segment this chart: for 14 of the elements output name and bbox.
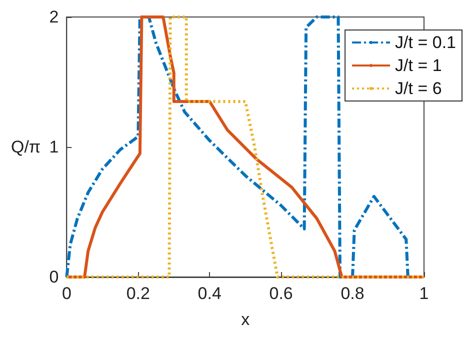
- x-axis-title: x: [241, 310, 250, 329]
- y-tick-label: 2: [49, 8, 59, 26]
- y-tick-label: 0: [49, 268, 59, 286]
- legend-label: J/t = 1: [395, 56, 442, 75]
- x-tick-label: 0.4: [198, 284, 222, 303]
- legend-label: J/t = 6: [395, 79, 442, 98]
- x-tick-label: 1: [419, 284, 429, 303]
- x-tick-label: 0.8: [340, 284, 364, 303]
- legend-label: J/t = 0.1: [395, 33, 456, 52]
- x-tick-label: 0: [62, 284, 72, 303]
- x-tick-label: 0.6: [269, 284, 293, 303]
- y-tick-label: 1: [49, 138, 59, 156]
- y-axis-title: Q/π: [10, 138, 41, 156]
- x-tick-label: 0.2: [126, 284, 150, 303]
